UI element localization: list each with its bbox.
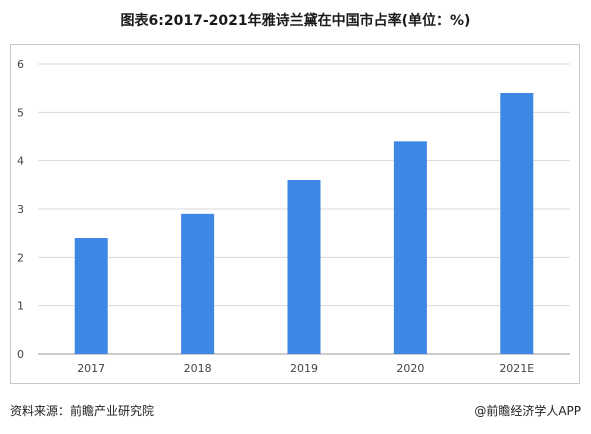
x-tick-label: 2019	[290, 362, 318, 375]
y-tick-label: 4	[17, 155, 24, 168]
bar-2021E	[500, 93, 534, 354]
y-tick-label: 3	[17, 203, 24, 216]
y-tick-label: 6	[17, 58, 24, 71]
bar-2018	[181, 213, 215, 354]
bar-2019	[287, 180, 321, 354]
y-tick-label: 1	[17, 300, 24, 313]
source-note: 资料来源：前瞻产业研究院	[10, 404, 155, 418]
x-tick-label: 2018	[184, 362, 212, 375]
x-tick-label: 2017	[77, 362, 105, 375]
chart-frame	[10, 44, 580, 384]
bar-2020	[393, 141, 427, 354]
y-tick-label: 0	[17, 348, 24, 361]
bar-2017	[74, 238, 108, 354]
chart-title: 图表6:2017-2021年雅诗兰黛在中国市占率(单位：%)	[120, 13, 471, 29]
credit-note: @前瞻经济学人APP	[474, 404, 581, 418]
y-tick-label: 5	[17, 106, 24, 119]
x-tick-label: 2020	[396, 362, 424, 375]
y-tick-label: 2	[17, 251, 24, 264]
x-tick-label: 2021E	[499, 362, 534, 375]
